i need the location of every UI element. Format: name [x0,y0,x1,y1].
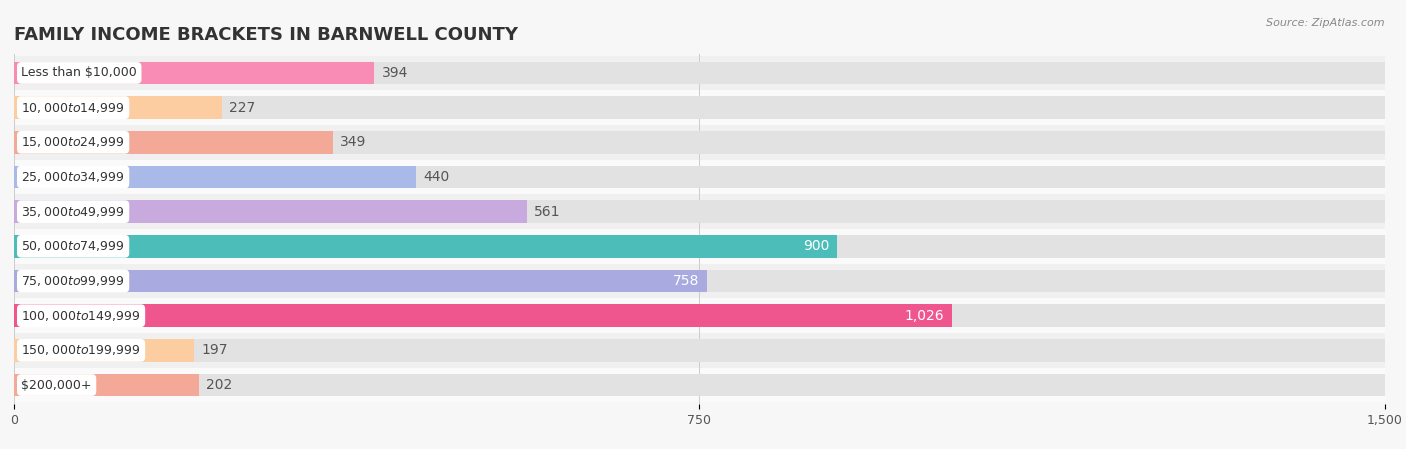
Bar [14,333,1385,368]
Text: $25,000 to $34,999: $25,000 to $34,999 [21,170,125,184]
Bar [14,339,194,361]
Text: 900: 900 [803,239,830,253]
Bar [14,160,1385,194]
Bar [14,298,1385,333]
Bar [14,194,1385,229]
Bar [14,304,952,327]
Bar [14,125,1385,160]
Bar [14,235,1385,258]
Text: 394: 394 [381,66,408,80]
Text: 561: 561 [534,205,561,219]
Bar [14,200,1385,223]
Text: 758: 758 [673,274,700,288]
Bar [14,131,1385,154]
Bar [14,339,1385,361]
Text: 227: 227 [229,101,254,114]
Bar [14,270,707,292]
Text: $50,000 to $74,999: $50,000 to $74,999 [21,239,125,253]
Bar [14,97,222,119]
Text: Less than $10,000: Less than $10,000 [21,66,138,79]
Text: 1,026: 1,026 [905,308,945,323]
Bar [14,166,1385,188]
Bar [14,90,1385,125]
Text: 440: 440 [423,170,450,184]
Text: $15,000 to $24,999: $15,000 to $24,999 [21,135,125,150]
Bar [14,270,1385,292]
Text: FAMILY INCOME BRACKETS IN BARNWELL COUNTY: FAMILY INCOME BRACKETS IN BARNWELL COUNT… [14,26,517,44]
Bar [14,166,416,188]
Bar [14,304,1385,327]
Text: $75,000 to $99,999: $75,000 to $99,999 [21,274,125,288]
Bar [14,374,1385,396]
Text: $35,000 to $49,999: $35,000 to $49,999 [21,205,125,219]
Text: 197: 197 [201,343,228,357]
Bar [14,374,198,396]
Text: 202: 202 [207,378,232,392]
Bar [14,235,837,258]
Text: Source: ZipAtlas.com: Source: ZipAtlas.com [1267,18,1385,28]
Bar [14,264,1385,298]
Text: $10,000 to $14,999: $10,000 to $14,999 [21,101,125,114]
Text: $150,000 to $199,999: $150,000 to $199,999 [21,343,141,357]
Bar [14,62,374,84]
Bar [14,368,1385,402]
Text: 349: 349 [340,135,367,150]
Text: $200,000+: $200,000+ [21,379,91,392]
Bar [14,56,1385,90]
Bar [14,62,1385,84]
Bar [14,200,527,223]
Text: $100,000 to $149,999: $100,000 to $149,999 [21,308,141,323]
Bar [14,97,1385,119]
Bar [14,229,1385,264]
Bar [14,131,333,154]
